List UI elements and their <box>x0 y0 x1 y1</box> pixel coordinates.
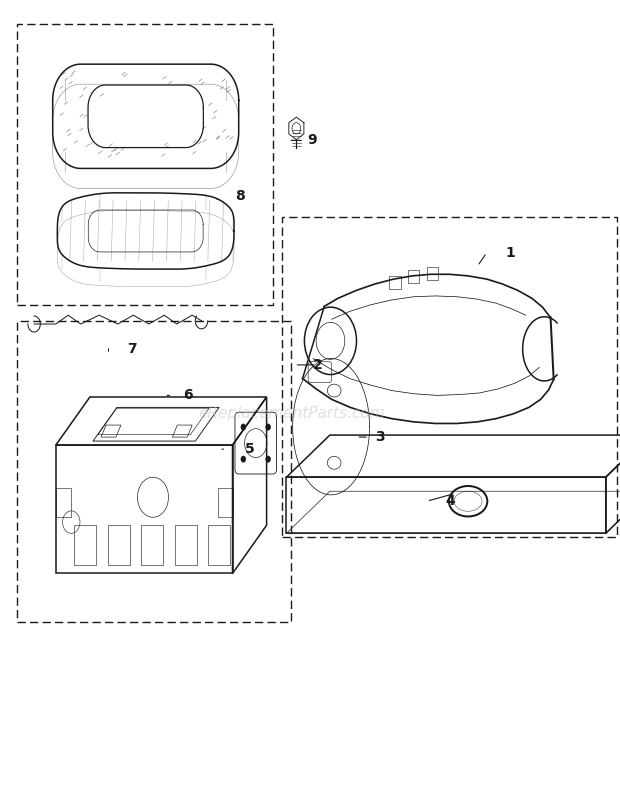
Bar <box>108 525 130 565</box>
Text: 5: 5 <box>245 442 255 456</box>
Text: 4: 4 <box>445 494 455 508</box>
Bar <box>389 276 401 289</box>
Circle shape <box>241 456 246 462</box>
Circle shape <box>266 423 271 430</box>
Bar <box>427 267 438 280</box>
Circle shape <box>241 423 246 430</box>
Text: 9: 9 <box>307 133 317 148</box>
Text: eReplacementParts.com: eReplacementParts.com <box>198 406 385 420</box>
Text: 3: 3 <box>375 430 385 444</box>
Bar <box>175 525 197 565</box>
Bar <box>282 217 617 537</box>
Text: 1: 1 <box>505 245 515 260</box>
Bar <box>141 525 163 565</box>
Bar <box>208 525 230 565</box>
Circle shape <box>266 456 271 462</box>
Bar <box>74 525 96 565</box>
Polygon shape <box>289 117 304 140</box>
Text: 2: 2 <box>313 358 323 372</box>
Bar <box>17 321 291 622</box>
Bar <box>408 270 419 283</box>
Text: 6: 6 <box>183 388 193 403</box>
Text: 8: 8 <box>236 189 246 204</box>
Text: 7: 7 <box>127 342 137 356</box>
Bar <box>17 24 273 305</box>
